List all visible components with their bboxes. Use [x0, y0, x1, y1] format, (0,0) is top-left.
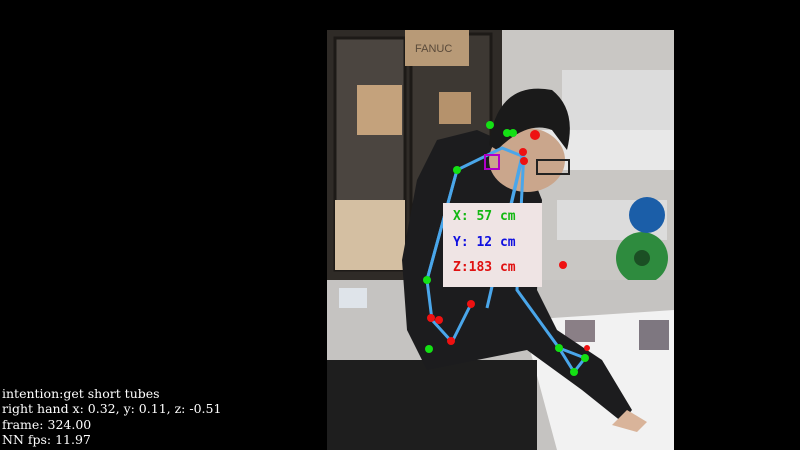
short-tubes-pile	[565, 320, 595, 342]
keypoint-right-eye	[519, 148, 527, 156]
floor-item	[339, 288, 367, 308]
cabinet-contents	[335, 200, 405, 270]
position-y: Y: 12 cm	[453, 235, 516, 250]
position-readout: X: 57 cm Y: 12 cm Z:183 cm	[443, 203, 542, 287]
tubes-pile	[639, 320, 669, 350]
blue-spool	[629, 197, 665, 233]
keypoint-right-wrist	[555, 344, 563, 352]
keypoint-left-elbow	[423, 276, 431, 284]
keypoint-right-finger	[570, 368, 578, 376]
keypoint-left-shoulder	[453, 166, 461, 174]
fps-counter: NN fps: 11.97	[2, 431, 91, 447]
keypoint-right-thumb	[584, 345, 590, 351]
glasses	[536, 159, 570, 175]
spool-hub	[634, 250, 650, 266]
keypoint-left-hand	[435, 316, 443, 324]
keypoint-right-hand	[581, 354, 589, 362]
keypoint-nose	[509, 129, 517, 137]
frame-counter: frame: 324.00	[2, 416, 92, 432]
keypoint-left-thumb	[447, 337, 455, 345]
status-overlay: intention:get short tubes right hand x: 0…	[2, 386, 221, 447]
keypoint-left-finger	[467, 300, 475, 308]
person-hand	[612, 410, 647, 432]
fanuc-label: FANUC	[415, 43, 452, 55]
intention-text: intention:get short tubes	[2, 386, 160, 401]
fanuc-box	[405, 30, 469, 66]
keypoint-mouth	[520, 157, 528, 165]
position-z: Z:183 cm	[453, 260, 516, 275]
skeleton-shoulder	[425, 169, 459, 281]
keypoints	[423, 121, 590, 376]
dark-table	[327, 360, 537, 450]
keypoint-left-eye	[503, 129, 511, 137]
keypoint-left-ear	[486, 121, 494, 129]
position-x: X: 57 cm	[453, 209, 516, 224]
cardboard-box-small	[439, 92, 471, 124]
cardboard-box	[357, 85, 402, 135]
right-hand-coords: right hand x: 0.32, y: 0.11, z: -0.51	[2, 401, 222, 417]
head-marker	[484, 154, 500, 170]
keypoint-left-pinky	[425, 345, 433, 353]
keypoint-right-ear	[530, 130, 540, 140]
machine-housing	[562, 70, 674, 132]
keypoint-right-hip	[559, 261, 567, 269]
keypoint-left-wrist	[427, 314, 435, 322]
